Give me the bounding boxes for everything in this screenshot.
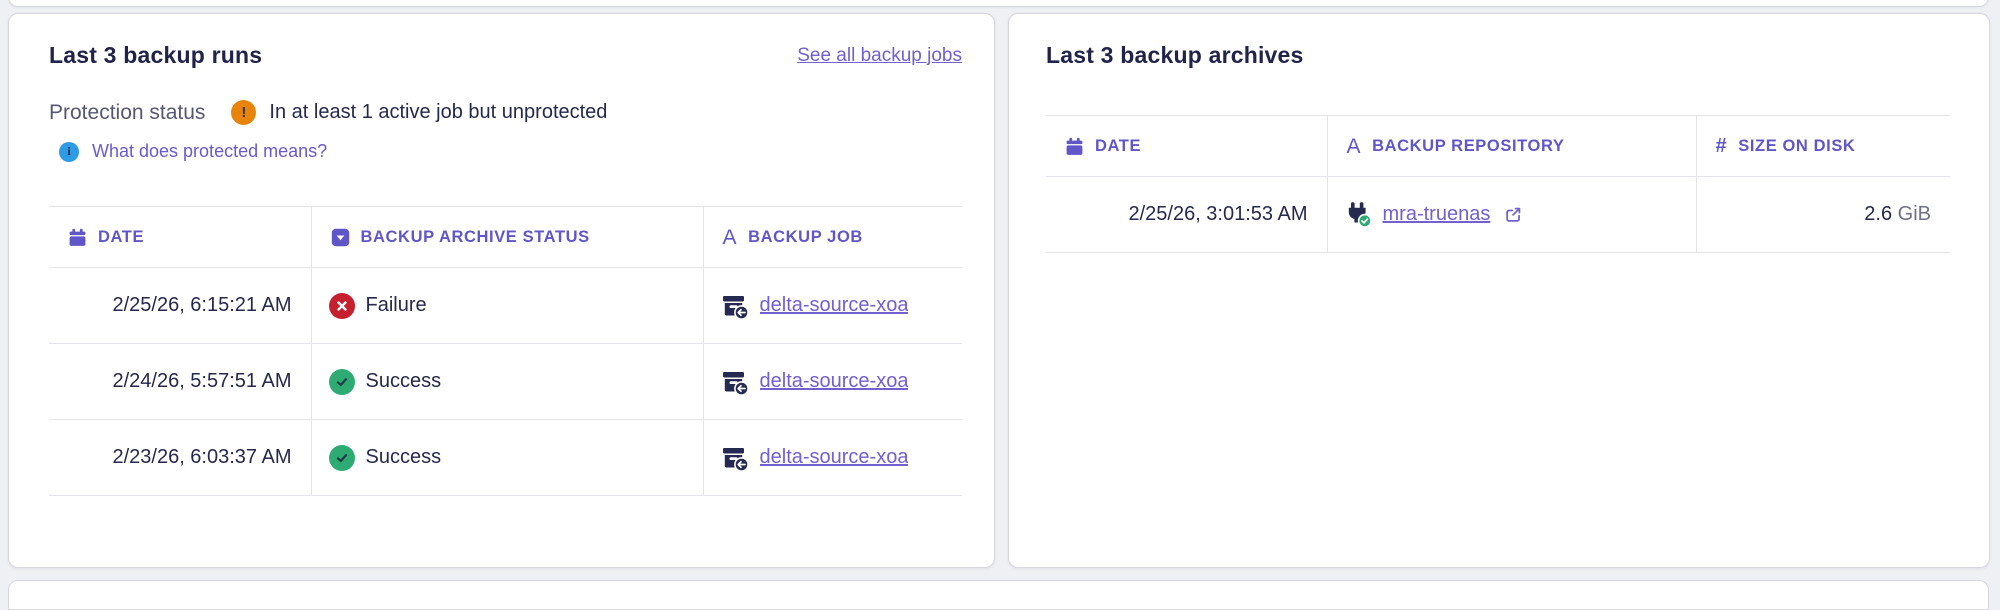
hash-icon: # [1715,135,1728,157]
backup-archive-row: 2/25/26, 3:01:53 AM mra-truenas 2.6 G [1046,176,1950,253]
run-status-label: Success [365,370,442,392]
run-date: 2/25/26, 6:15:21 AM [49,267,311,344]
previous-card-bottom-edge [8,0,1989,7]
backup-job-archive-icon [721,444,749,472]
run-status-cell: Failure [310,267,703,344]
what-does-protected-means-link[interactable]: What does protected means? [92,141,328,161]
card-header: Last 3 backup runs See all backup jobs [49,42,962,69]
backup-repository-link[interactable]: mra-truenas [1382,203,1491,225]
backup-runs-card: Last 3 backup runs See all backup jobs P… [8,13,995,568]
backup-job-link[interactable]: delta-source-xoa [759,446,909,468]
run-date: 2/23/26, 6:03:37 AM [49,419,311,496]
run-status-cell: Success [310,419,703,496]
column-label: BACKUP JOB [748,227,863,246]
backup-job-link[interactable]: delta-source-xoa [759,370,909,392]
column-header-date: DATE [1046,115,1327,177]
column-label: BACKUP REPOSITORY [1372,136,1565,155]
backup-archives-card: Last 3 backup archives DATE A BACKUP RE [1008,13,1990,568]
archive-date: 2/25/26, 3:01:53 AM [1046,176,1327,253]
see-all-backup-jobs-link[interactable]: See all backup jobs [797,44,962,66]
protection-status-row: Protection status ! In at least 1 active… [49,100,962,125]
calendar-icon [1065,137,1084,156]
backup-archives-table: DATE A BACKUP REPOSITORY # SIZE ON DISK [1046,115,1950,253]
caret-square-down-icon [331,228,350,247]
backup-run-row: 2/24/26, 5:57:51 AM Success delta- [49,343,962,420]
font-a-icon: A [722,225,738,249]
column-label: SIZE ON DISK [1738,136,1856,155]
run-job-cell: delta-source-xoa [702,419,962,496]
run-job-cell: delta-source-xoa [702,343,962,420]
protection-status-label: Protection status [49,100,206,124]
archive-size-cell: 2.6 GiB [1695,176,1950,253]
backup-job-archive-icon [721,368,749,396]
run-status-cell: Success [310,343,703,420]
external-link-icon [1504,205,1523,224]
run-job-cell: delta-source-xoa [702,267,962,344]
protection-status-value: In at least 1 active job but unprotected [269,101,608,123]
backup-job-link[interactable]: delta-source-xoa [759,294,909,316]
success-circle-check-icon [328,444,355,471]
size-unit: GiB [1897,203,1931,225]
backup-run-row: 2/25/26, 6:15:21 AM Failure delta- [49,267,962,344]
protection-help-row: i What does protected means? [49,141,962,162]
backup-runs-table: DATE BACKUP ARCHIVE STATUS A BACKUP JOB [49,206,962,496]
calendar-icon [68,228,87,247]
backup-archives-title: Last 3 backup archives [1046,42,1304,68]
column-label: DATE [98,227,145,246]
backup-runs-title: Last 3 backup runs [49,42,263,68]
failure-circle-x-icon [328,292,355,319]
font-a-icon: A [1346,134,1362,158]
column-header-backup-repository: A BACKUP REPOSITORY [1326,115,1696,177]
column-label: DATE [1095,136,1142,155]
run-date: 2/24/26, 5:57:51 AM [49,343,311,420]
run-status-label: Failure [365,294,427,316]
warning-icon: ! [231,100,257,125]
size-value: 2.6 [1864,203,1893,225]
column-label: BACKUP ARCHIVE STATUS [360,227,590,246]
column-header-backup-job: A BACKUP JOB [702,206,962,268]
archive-repository-cell: mra-truenas [1326,176,1696,253]
success-circle-check-icon [328,368,355,395]
card-header: Last 3 backup archives [1046,42,1950,69]
column-header-backup-archive-status: BACKUP ARCHIVE STATUS [310,206,703,268]
column-header-size-on-disk: # SIZE ON DISK [1695,115,1950,177]
column-header-date: DATE [49,206,311,268]
plug-circle-check-icon [1345,201,1372,228]
backup-job-archive-icon [721,292,749,320]
backup-run-row: 2/23/26, 6:03:37 AM Success delta- [49,419,962,496]
run-status-label: Success [365,446,442,468]
info-icon: i [59,141,79,162]
next-card-top-edge [8,580,1989,610]
